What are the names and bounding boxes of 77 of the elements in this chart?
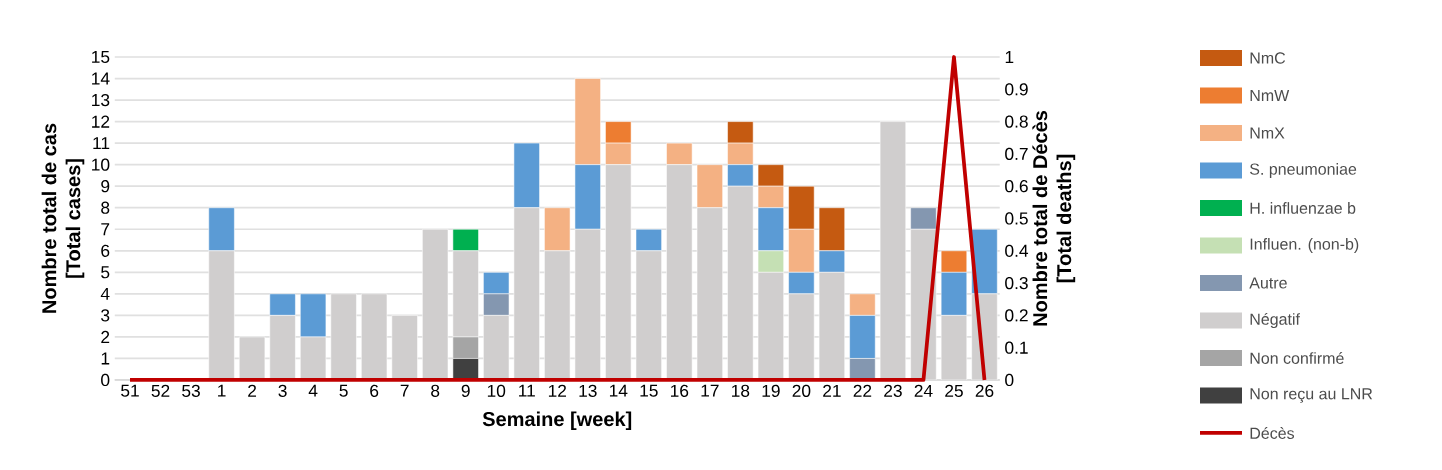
y2-tick-label: 0.4 bbox=[1005, 244, 1029, 257]
legend-label: Autre bbox=[1249, 277, 1287, 289]
x-tick-label: 25 bbox=[945, 384, 963, 397]
x-tick-label: 52 bbox=[151, 384, 170, 397]
x-tick-label: 21 bbox=[823, 384, 841, 397]
legend-label: Non reçu au LNR bbox=[1250, 388, 1373, 403]
y2-tick-label: 0.8 bbox=[1005, 115, 1028, 128]
x-tick-label: 4 bbox=[308, 384, 318, 397]
x-tick-label: 26 bbox=[975, 384, 994, 397]
y-tick-label: 5 bbox=[101, 266, 110, 279]
y2-tick-label: 0.6 bbox=[1005, 180, 1028, 193]
legend-label: NmC bbox=[1250, 52, 1286, 64]
y2-tick-label: 0.1 bbox=[1005, 341, 1028, 354]
y-tick-label: 10 bbox=[92, 158, 110, 171]
legend-label: Décès bbox=[1250, 427, 1295, 439]
x-tick-label: 9 bbox=[461, 384, 470, 397]
x-tick-label: 17 bbox=[701, 384, 719, 397]
x-axis-title: Semaine [week] bbox=[482, 411, 632, 431]
legend-label: NmX bbox=[1250, 127, 1285, 139]
x-tick-label: 18 bbox=[732, 384, 750, 397]
y-tick-label: 9 bbox=[101, 180, 110, 193]
y-tick-label: 0 bbox=[101, 373, 110, 387]
y-tick-label: 2 bbox=[101, 330, 110, 343]
y2-tick-label: 0.7 bbox=[1005, 147, 1028, 161]
x-tick-label: 3 bbox=[278, 384, 287, 397]
y2-tick-label: 0 bbox=[1005, 373, 1014, 387]
y2-axis-title: Nombre total de Décès [Total deaths] bbox=[1032, 110, 1076, 326]
bar bbox=[910, 207, 937, 230]
x-tick-label: 19 bbox=[762, 384, 780, 397]
x-tick-label: 10 bbox=[487, 384, 506, 397]
y-tick-label: 1 bbox=[101, 352, 110, 365]
legend-label: NmW bbox=[1250, 89, 1290, 101]
bar bbox=[330, 293, 357, 380]
bar bbox=[238, 336, 266, 380]
y-tick-label: 7 bbox=[101, 223, 110, 236]
y-tick-label: 13 bbox=[92, 93, 110, 107]
y2-tick-label: 0.5 bbox=[1005, 212, 1028, 225]
y-tick-label: 6 bbox=[101, 244, 110, 257]
y-tick-label: 12 bbox=[92, 115, 110, 128]
bar bbox=[879, 121, 907, 380]
y2-tick-label: 0.2 bbox=[1005, 309, 1028, 322]
x-tick-label: 13 bbox=[579, 384, 597, 397]
y-tick-label: 3 bbox=[101, 309, 110, 322]
y-tick-label: 11 bbox=[93, 137, 110, 150]
x-tick-label: 14 bbox=[609, 384, 628, 397]
x-tick-label: 6 bbox=[370, 384, 379, 397]
x-tick-label: 8 bbox=[431, 384, 440, 397]
legend-label: S. pneumoniae bbox=[1250, 163, 1357, 178]
x-tick-label: 12 bbox=[548, 384, 567, 397]
legend-label: Influen. (non-b) bbox=[1250, 238, 1359, 253]
x-tick-label: 11 bbox=[519, 384, 535, 397]
x-tick-label: 20 bbox=[792, 384, 811, 397]
y2-tick-label: 1 bbox=[1005, 51, 1014, 63]
x-tick-label: 1 bbox=[218, 384, 226, 397]
y-tick-label: 8 bbox=[101, 201, 110, 214]
legend-label: Non confirmé bbox=[1250, 352, 1344, 364]
x-tick-label: 15 bbox=[640, 384, 658, 397]
x-tick-label: 53 bbox=[182, 384, 200, 397]
y-tick-label: 14 bbox=[92, 72, 110, 85]
y-tick-label: 4 bbox=[100, 287, 110, 300]
y2-tick-label: 0.3 bbox=[1005, 276, 1028, 290]
y-axis-title: Nombre total de cas [Total cases] bbox=[41, 123, 85, 313]
bar bbox=[422, 228, 449, 380]
y2-tick-label: 0.9 bbox=[1005, 83, 1028, 96]
x-tick-label: 5 bbox=[339, 384, 348, 397]
x-tick-label: 51 bbox=[121, 384, 139, 397]
x-tick-label: 16 bbox=[670, 384, 689, 397]
x-tick-label: 23 bbox=[884, 384, 902, 397]
y-tick-label: 15 bbox=[92, 50, 110, 64]
x-tick-label: 22 bbox=[853, 384, 872, 397]
bar bbox=[391, 315, 418, 380]
legend-label: H. influenzae b bbox=[1250, 202, 1356, 214]
x-tick-label: 24 bbox=[914, 384, 933, 397]
x-tick-label: 7 bbox=[400, 384, 409, 397]
legend-label: Négatif bbox=[1250, 312, 1300, 329]
bar bbox=[361, 293, 388, 380]
x-tick-label: 2 bbox=[248, 384, 257, 397]
